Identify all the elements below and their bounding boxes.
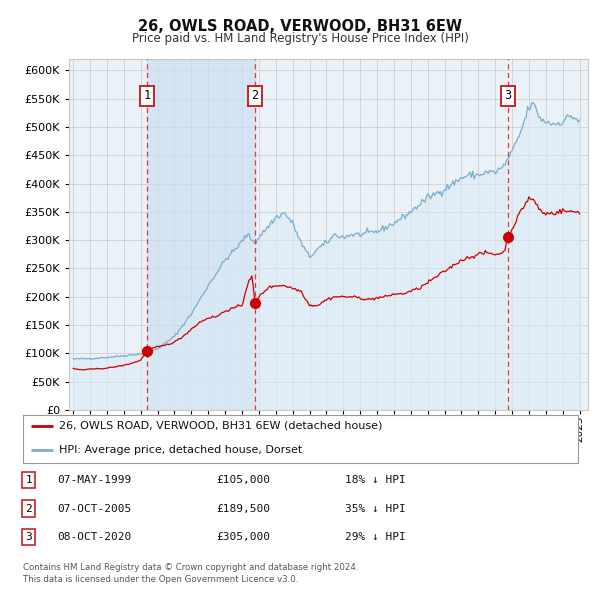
Text: £189,500: £189,500 [216, 504, 270, 513]
Text: 07-MAY-1999: 07-MAY-1999 [57, 475, 131, 484]
Text: 08-OCT-2020: 08-OCT-2020 [57, 532, 131, 542]
Text: 07-OCT-2005: 07-OCT-2005 [57, 504, 131, 513]
Text: 1: 1 [25, 475, 32, 484]
Text: 29% ↓ HPI: 29% ↓ HPI [345, 532, 406, 542]
Text: 3: 3 [25, 532, 32, 542]
Text: HPI: Average price, detached house, Dorset: HPI: Average price, detached house, Dors… [59, 445, 302, 455]
Text: 26, OWLS ROAD, VERWOOD, BH31 6EW: 26, OWLS ROAD, VERWOOD, BH31 6EW [138, 19, 462, 34]
Text: Price paid vs. HM Land Registry's House Price Index (HPI): Price paid vs. HM Land Registry's House … [131, 32, 469, 45]
Bar [147, 59, 255, 410]
Text: 3: 3 [505, 89, 512, 102]
Text: 2: 2 [251, 89, 259, 102]
Text: 35% ↓ HPI: 35% ↓ HPI [345, 504, 406, 513]
Text: 26, OWLS ROAD, VERWOOD, BH31 6EW (detached house): 26, OWLS ROAD, VERWOOD, BH31 6EW (detach… [59, 421, 382, 431]
Text: 2: 2 [25, 504, 32, 513]
Text: £105,000: £105,000 [216, 475, 270, 484]
Text: Contains HM Land Registry data © Crown copyright and database right 2024.: Contains HM Land Registry data © Crown c… [23, 563, 358, 572]
Text: £305,000: £305,000 [216, 532, 270, 542]
Text: 18% ↓ HPI: 18% ↓ HPI [345, 475, 406, 484]
Text: 1: 1 [143, 89, 151, 102]
Text: This data is licensed under the Open Government Licence v3.0.: This data is licensed under the Open Gov… [23, 575, 298, 584]
